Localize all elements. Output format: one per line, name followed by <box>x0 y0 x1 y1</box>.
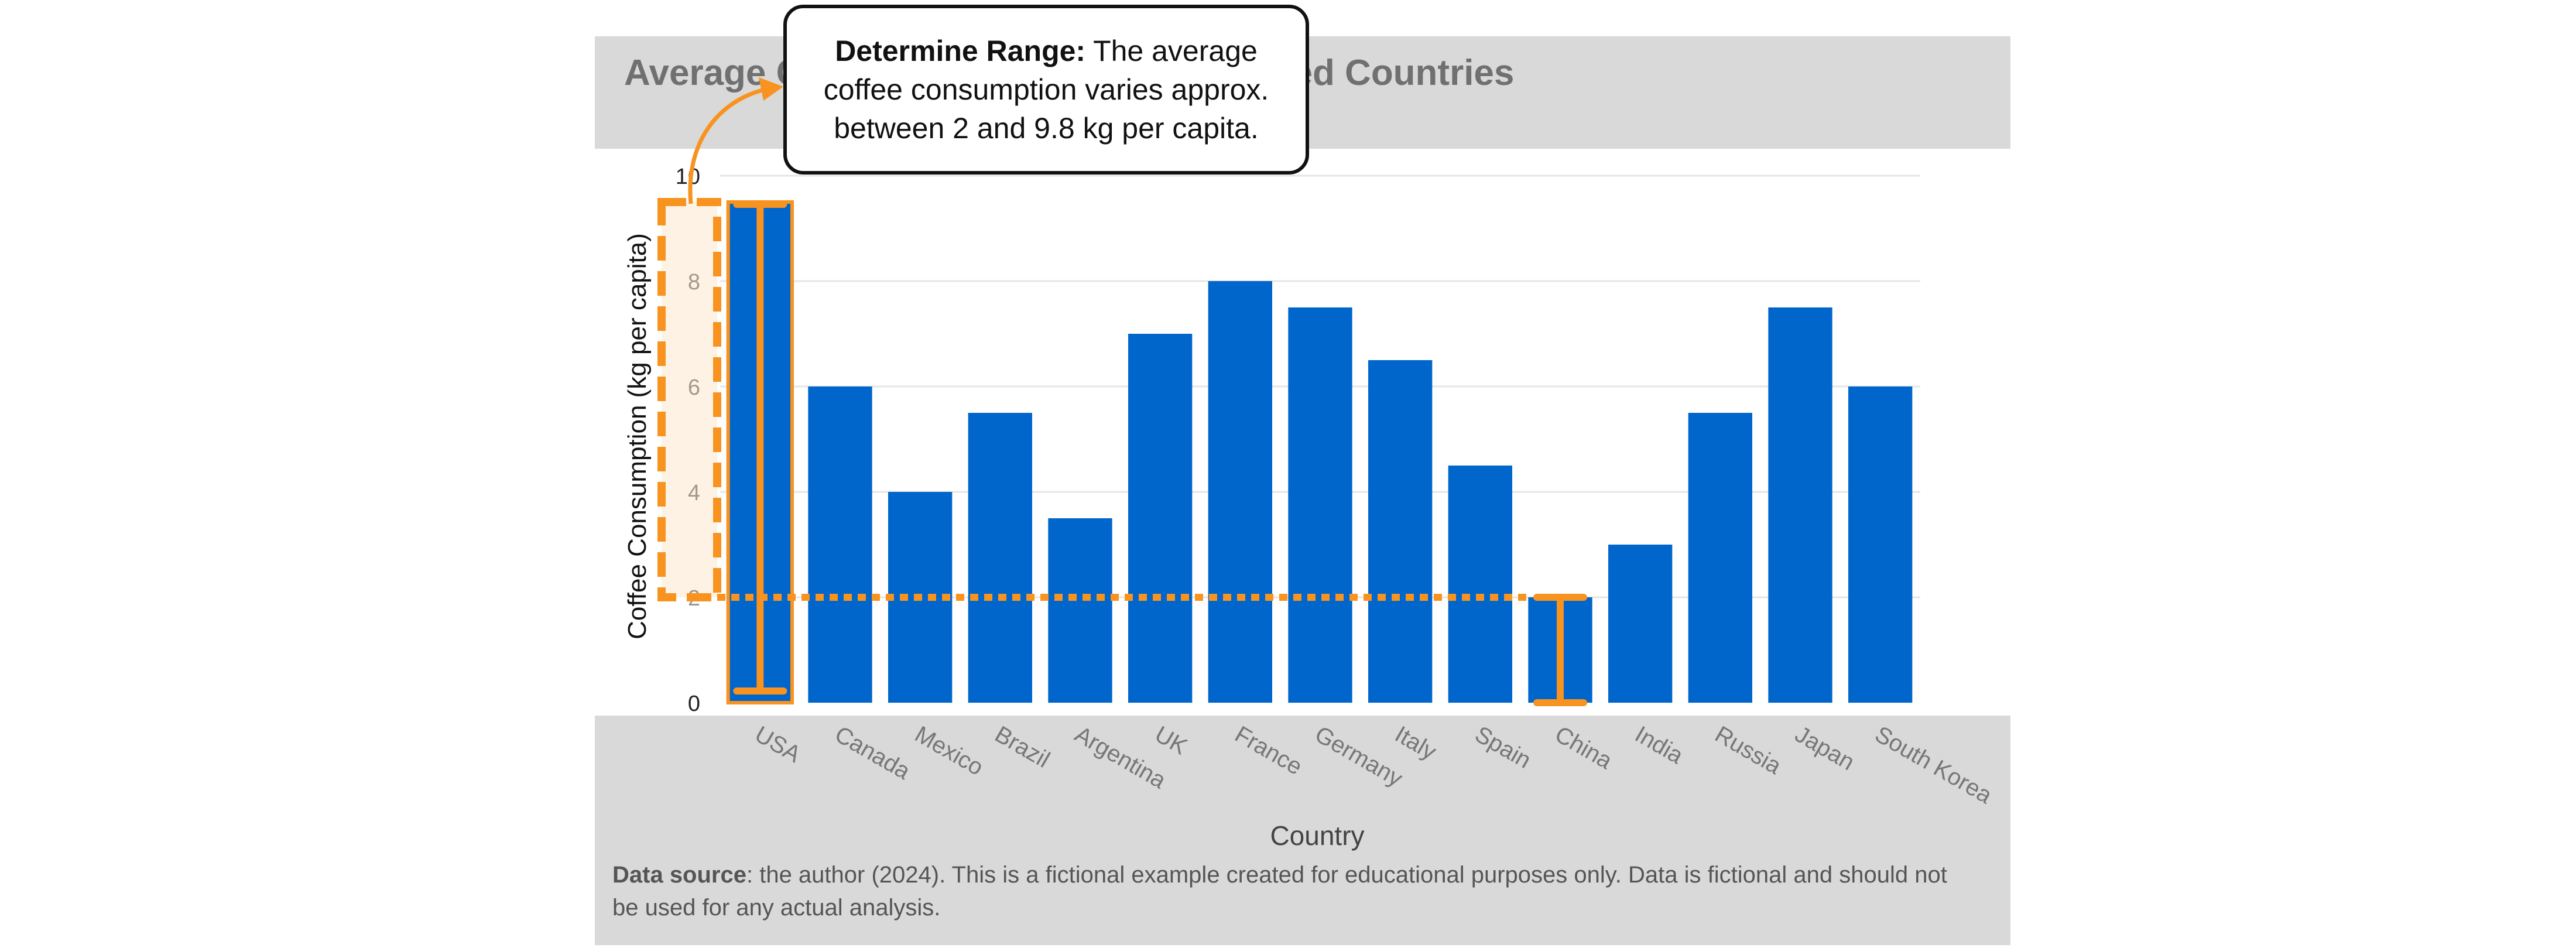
bar-canada <box>808 386 872 703</box>
bar-brazil <box>968 413 1032 703</box>
y-tick-label: 4 <box>688 481 700 505</box>
range-annotations <box>657 77 1587 706</box>
callout-arrow <box>688 87 768 204</box>
data-source-note: Data source: the author (2024). This is … <box>612 858 1976 924</box>
footer-band <box>595 716 2010 945</box>
bar-germany <box>1288 307 1352 703</box>
bar-japan <box>1768 307 1832 703</box>
bar-spain <box>1448 466 1512 703</box>
y-tick-label: 6 <box>688 375 700 400</box>
data-source-text: : the author (2024). This is a fictional… <box>612 862 1947 921</box>
bar-india <box>1608 545 1673 703</box>
max-range-marker <box>733 201 787 695</box>
x-axis-label: Country <box>1270 820 1364 851</box>
bar-argentina <box>1048 518 1112 703</box>
bar-uk <box>1128 334 1193 703</box>
annotation-callout: Determine Range: The average coffee cons… <box>783 5 1309 175</box>
bar-france <box>1208 281 1272 703</box>
min-range-marker <box>1533 594 1587 706</box>
annotation-bold: Determine Range: <box>835 35 1086 67</box>
annotation-text: The average coffee consumption varies ap… <box>823 35 1269 145</box>
bar-italy <box>1368 360 1433 703</box>
bar-south-korea <box>1848 386 1913 703</box>
y-tick-label: 10 <box>676 165 700 189</box>
bars <box>728 202 1913 703</box>
axis-range-box <box>657 198 721 601</box>
y-axis-label: Coffee Consumption (kg per capita) <box>623 233 652 639</box>
y-tick-label: 0 <box>688 692 700 716</box>
y-tick-label: 8 <box>688 270 700 295</box>
bar-russia <box>1688 413 1752 703</box>
data-source-label: Data source <box>612 862 746 888</box>
callout-arrow-head <box>759 77 783 101</box>
